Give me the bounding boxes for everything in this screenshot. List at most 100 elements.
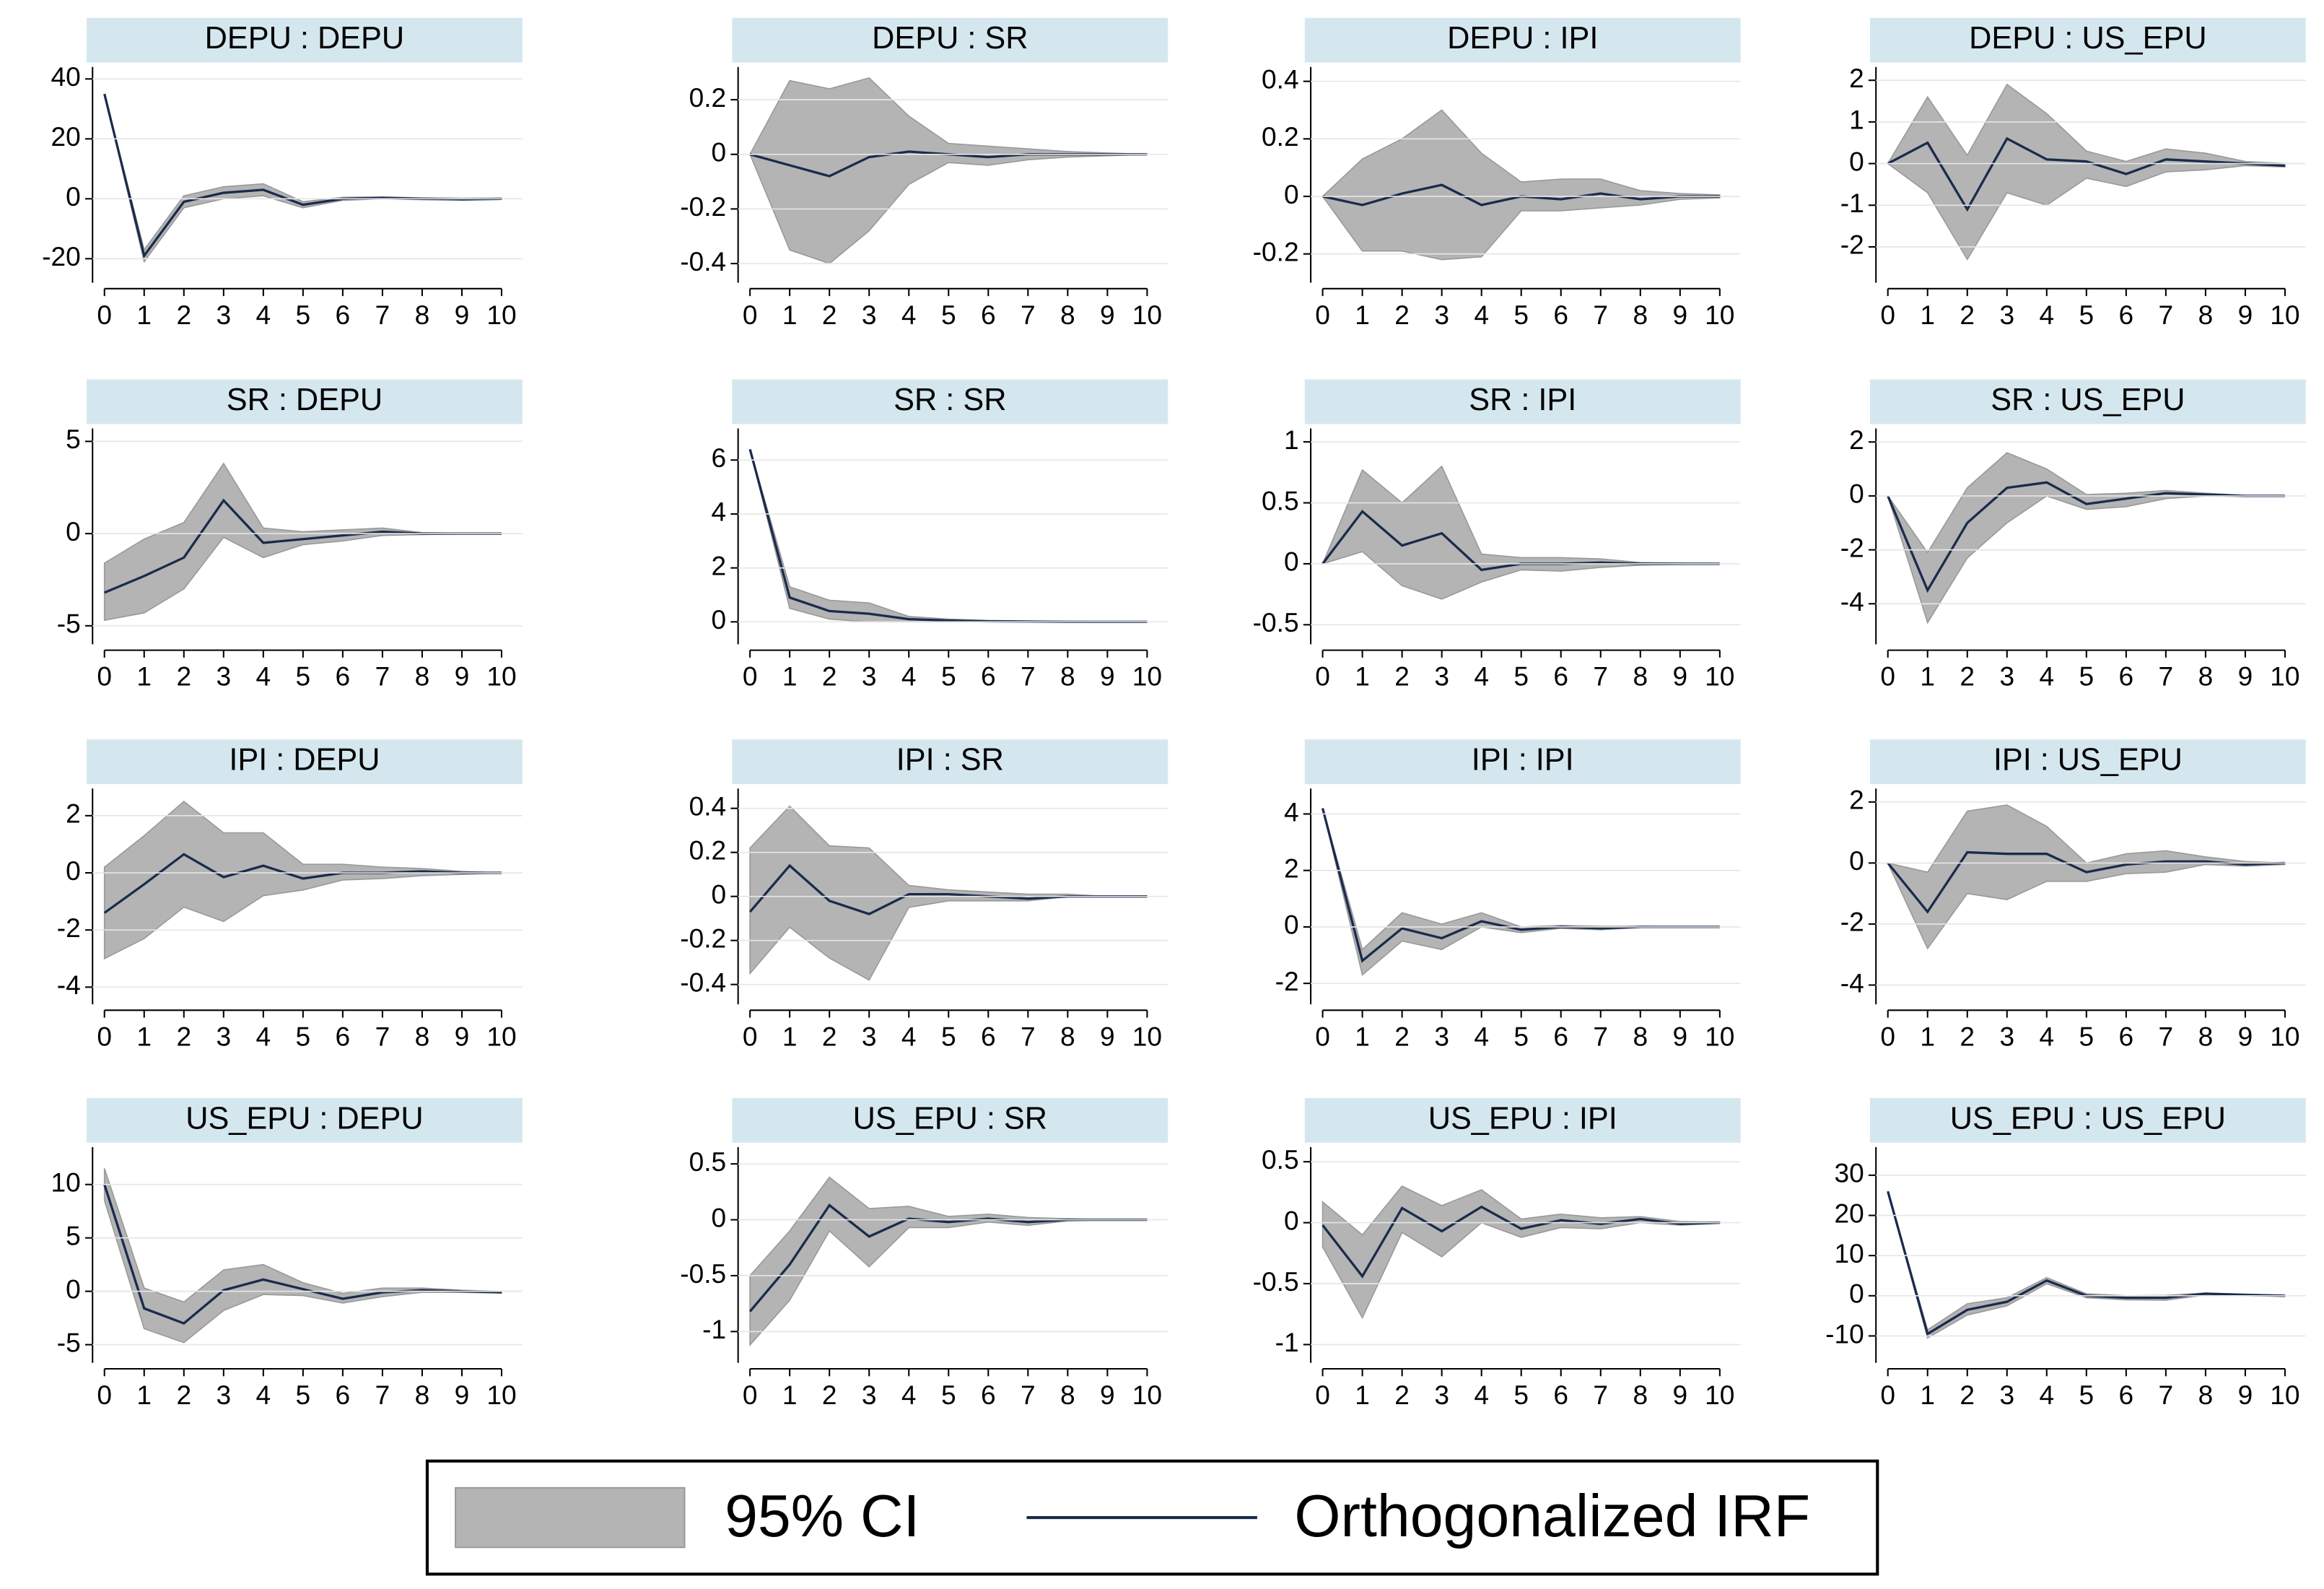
- x-tick-label: 2: [1394, 661, 1410, 692]
- x-tick-label: 8: [415, 661, 430, 692]
- ci-band: [749, 449, 1148, 623]
- x-tick-label: 5: [296, 661, 311, 692]
- x-tick-label: 2: [1394, 1380, 1410, 1410]
- y-tick-label: 4: [1284, 796, 1299, 827]
- x-tick-label: 9: [455, 661, 470, 692]
- x-tick-label: 4: [2039, 1380, 2054, 1410]
- x-tick-label: 10: [1705, 661, 1734, 692]
- y-tick-label: -20: [42, 241, 81, 271]
- x-tick-label: 2: [1394, 1021, 1410, 1051]
- x-tick-label: 4: [256, 1021, 271, 1051]
- panel-title: DEPU : SR: [872, 21, 1028, 56]
- ci-band: [103, 462, 502, 622]
- x-tick-label: 8: [2198, 1380, 2214, 1410]
- panel-title-bar: [1304, 1097, 1741, 1143]
- y-tick-label: 0: [1284, 910, 1299, 940]
- x-tick-label: 4: [2039, 1021, 2054, 1051]
- panel-title: US_EPU : DEPU: [185, 1101, 423, 1136]
- y-tick-label: -0.4: [680, 967, 726, 997]
- x-tick-label: 0: [97, 1380, 112, 1410]
- x-tick-label: 7: [1021, 1021, 1036, 1051]
- y-tick-label: 0.5: [1262, 1144, 1299, 1175]
- x-tick-label: 8: [1633, 661, 1648, 692]
- x-tick-label: 9: [1672, 1380, 1687, 1410]
- x-tick-label: 5: [1513, 1021, 1529, 1051]
- panel-title: SR : DEPU: [227, 383, 383, 417]
- y-tick-label: 0: [1849, 146, 1864, 176]
- x-tick-label: 10: [2270, 300, 2299, 330]
- x-tick-label: 10: [1705, 1021, 1734, 1051]
- y-tick-label: -1: [702, 1314, 726, 1344]
- y-tick-label: 0.4: [1262, 64, 1299, 94]
- ci-band: [103, 800, 502, 960]
- x-tick-label: 0: [743, 1380, 758, 1410]
- x-tick-label: 9: [1100, 1021, 1115, 1051]
- y-tick-label: -0.2: [1253, 237, 1299, 267]
- ci-band: [1887, 804, 2286, 950]
- x-tick-label: 6: [1553, 1380, 1568, 1410]
- y-tick-label: 40: [51, 61, 81, 92]
- x-tick-label: 10: [486, 661, 516, 692]
- x-tick-label: 8: [1060, 1380, 1075, 1410]
- x-tick-label: 1: [1355, 300, 1370, 330]
- x-tick-label: 6: [981, 1021, 996, 1051]
- x-tick-label: 7: [375, 1021, 390, 1051]
- y-tick-label: 5: [66, 424, 81, 454]
- panel-title: IPI : IPI: [1472, 743, 1574, 778]
- ci-band: [1322, 1185, 1721, 1320]
- x-tick-label: 9: [1672, 1021, 1687, 1051]
- x-tick-label: 2: [822, 300, 837, 330]
- irf-line: [103, 1184, 502, 1325]
- x-tick-label: 2: [822, 661, 837, 692]
- x-tick-label: 3: [216, 300, 231, 330]
- x-tick-label: 7: [1593, 300, 1608, 330]
- y-tick-label: 0: [66, 856, 81, 886]
- y-tick-label: 0: [712, 879, 727, 909]
- x-tick-label: 9: [455, 1021, 470, 1051]
- x-tick-label: 9: [455, 300, 470, 330]
- x-tick-label: 5: [296, 1021, 311, 1051]
- x-tick-label: 2: [176, 1021, 191, 1051]
- y-tick-label: 0.4: [689, 791, 727, 821]
- irf-line: [103, 853, 502, 914]
- panel-title-bar: [86, 17, 523, 63]
- panel-title-bar: [732, 379, 1168, 425]
- x-tick-label: 8: [415, 300, 430, 330]
- x-tick-label: 2: [1960, 1380, 1975, 1410]
- x-tick-label: 5: [2079, 300, 2094, 330]
- x-tick-label: 4: [2039, 300, 2054, 330]
- y-tick-label: -4: [57, 970, 81, 1000]
- x-tick-label: 1: [136, 300, 152, 330]
- panel-title-bar: [86, 379, 523, 425]
- x-tick-label: 3: [1434, 300, 1449, 330]
- x-tick-label: 0: [1315, 300, 1330, 330]
- ci-band: [749, 1176, 1148, 1347]
- y-tick-label: 10: [51, 1167, 81, 1197]
- y-tick-label: 2: [1849, 785, 1864, 815]
- x-tick-label: 0: [743, 661, 758, 692]
- x-tick-label: 9: [1100, 661, 1115, 692]
- y-tick-label: -2: [57, 913, 81, 943]
- x-tick-label: 7: [1593, 661, 1608, 692]
- y-tick-label: -0.2: [680, 923, 726, 953]
- ci-band: [1322, 465, 1720, 600]
- y-tick-label: 0: [712, 1202, 727, 1232]
- y-tick-label: -4: [1840, 586, 1864, 617]
- x-tick-label: 4: [256, 661, 271, 692]
- x-tick-label: 3: [1434, 661, 1449, 692]
- x-tick-label: 8: [1633, 1021, 1648, 1051]
- x-tick-label: 1: [136, 1021, 152, 1051]
- y-tick-label: 0.5: [1262, 485, 1299, 515]
- x-tick-label: 5: [941, 1021, 956, 1051]
- legend-label: 95% CI: [725, 1483, 919, 1549]
- y-tick-label: 0: [66, 1274, 81, 1304]
- x-tick-label: 6: [336, 300, 351, 330]
- x-tick-label: 3: [1434, 1021, 1449, 1051]
- x-tick-label: 0: [1315, 1021, 1330, 1051]
- panel-title-bar: [732, 17, 1168, 63]
- x-tick-label: 5: [296, 1380, 311, 1410]
- x-tick-label: 3: [1999, 300, 2014, 330]
- x-tick-label: 2: [822, 1380, 837, 1410]
- ci-band: [1322, 109, 1721, 261]
